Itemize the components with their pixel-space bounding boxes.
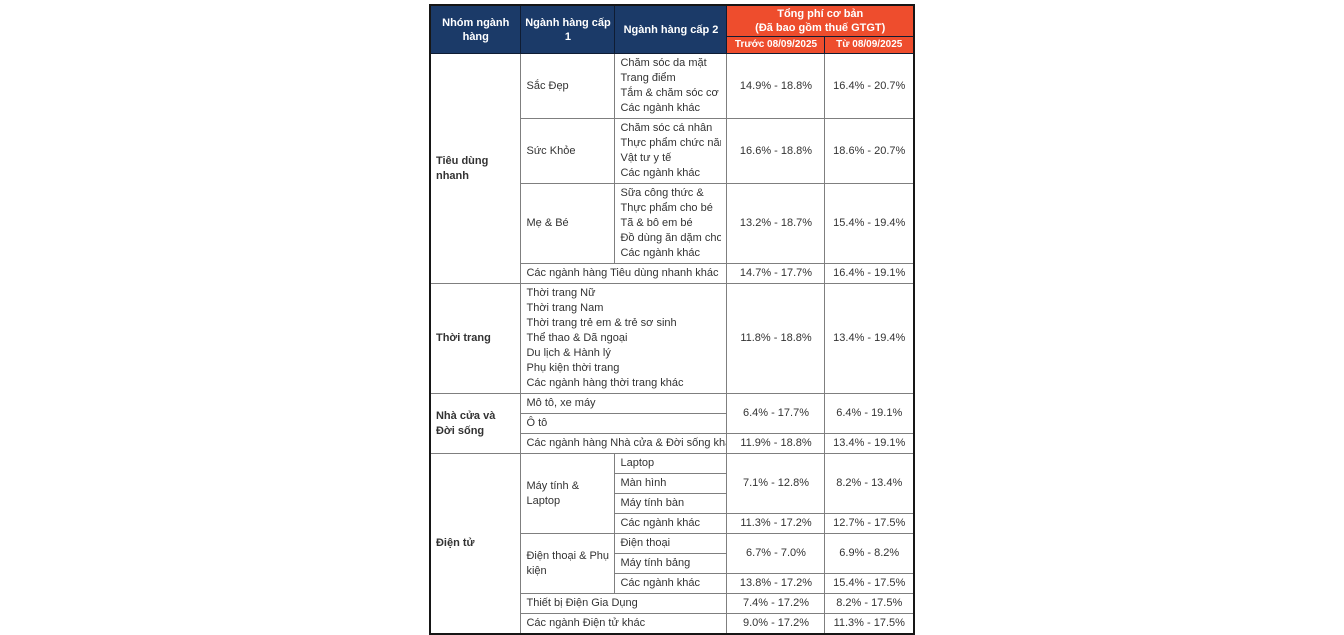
cell-fee-after-mombaby: 15.4% - 19.4% xyxy=(824,183,915,264)
cell-appliance: Thiết bị Điện Gia Dụng xyxy=(520,593,728,614)
cell-home-other: Các ngành hàng Nhà cửa & Đời sống khác xyxy=(520,433,728,454)
cell-fee-before-fmcg-other: 14.7% - 17.7% xyxy=(726,263,826,284)
cat2-line: Phụ kiện thời trang xyxy=(526,362,620,374)
row-computer-other: Các ngành khác 11.3% - 17.2% 12.7% - 17.… xyxy=(430,513,915,534)
row-tablet: Máy tính bảng xyxy=(430,553,914,574)
cell-fee-after-home-other: 13.4% - 19.1% xyxy=(824,433,915,454)
cell-fee-after-phone-other: 15.4% - 17.5% xyxy=(824,573,915,594)
header-row-dates: Trước 08/09/2025 Từ 08/09/2025 xyxy=(430,36,915,54)
row-home-other: Các ngành hàng Nhà cửa & Đời sống khác 1… xyxy=(430,433,915,454)
header-group-column: Nhóm ngành hàng xyxy=(429,4,522,54)
cell-fee-after-fmcg-other: 16.4% - 19.1% xyxy=(824,263,915,284)
header-fee-title-line2: (Đã bao gồm thuế GTGT) xyxy=(755,22,886,34)
cell-fee-before-phone-items: 6.7% - 7.0% xyxy=(726,533,826,574)
row-phone: Điện thoại & Phụ kiện Điện thoại 6.7% - … xyxy=(430,533,915,594)
cat2-line: Sữa công thức & Thực phẩm cho bé xyxy=(620,187,713,214)
cell-fee-after-vehicle: 6.4% - 19.1% xyxy=(824,393,915,434)
cat2-line: Đồ dùng ăn dặm cho bé xyxy=(620,232,722,244)
fee-table-header: Nhóm ngành hàng Ngành hàng cấp 1 Ngành h… xyxy=(429,4,915,54)
cell-fee-before-appliance: 7.4% - 17.2% xyxy=(726,593,826,614)
cell-moto: Mô tô, xe máy xyxy=(520,393,728,414)
cell-fee-before-computer-other: 11.3% - 17.2% xyxy=(726,513,826,534)
cell-fee-after-beauty: 16.4% - 20.7% xyxy=(824,53,915,119)
cell-electronics-other: Các ngành Điện tử khác xyxy=(520,613,728,635)
cat2-line: Thời trang Nữ xyxy=(526,287,596,299)
cat2-line: Các ngành khác xyxy=(620,102,700,114)
cell-cat2-fashion: Thời trang Nữ Thời trang Nam Thời trang … xyxy=(520,283,728,394)
cell-group-fashion: Thời trang xyxy=(429,283,522,394)
cell-cat1-health: Sức Khỏe xyxy=(520,118,616,184)
cell-car: Ô tô xyxy=(520,413,728,434)
cat2-line: Thực phẩm chức năng xyxy=(620,137,722,149)
header-fee-total: Tổng phí cơ bản (Đã bao gồm thuế GTGT) xyxy=(726,4,915,37)
cell-group-home: Nhà cửa và Đời sống xyxy=(429,393,522,454)
cell-phone-other: Các ngành khác xyxy=(614,573,728,594)
header-fee-after: Từ 08/09/2025 xyxy=(824,36,915,54)
cell-computer-other: Các ngành khác xyxy=(614,513,728,534)
row-mombaby: Mẹ & Bé Sữa công thức & Thực phẩm cho bé… xyxy=(430,183,915,264)
cat2-line: Thời trang trẻ em & trẻ sơ sinh xyxy=(526,317,677,329)
cat2-line: Chăm sóc da mặt xyxy=(620,57,707,69)
cat2-line: Chăm sóc cá nhân xyxy=(620,122,713,134)
row-beauty: Tiêu dùng nhanh Sắc Đẹp Chăm sóc da mặt … xyxy=(429,53,915,284)
cat2-line: Thể thao & Dã ngoại xyxy=(526,332,628,344)
cell-fmcg-other: Các ngành hàng Tiêu dùng nhanh khác xyxy=(520,263,728,284)
cat2-line: Thời trang Nam xyxy=(526,302,604,314)
cell-cat2-mombaby: Sữa công thức & Thực phẩm cho bé Tã & bô… xyxy=(614,183,728,264)
cell-fee-after-computer-other: 12.7% - 17.5% xyxy=(824,513,915,534)
cell-group-electronics: Điện tử xyxy=(429,453,522,635)
row-appliance: Thiết bị Điện Gia Dụng 7.4% - 17.2% 8.2%… xyxy=(430,593,915,614)
row-laptop: Điện tử Máy tính & Laptop Laptop 7.1% - … xyxy=(429,453,915,635)
cat2-line: Trang điểm xyxy=(620,72,676,84)
header-fee-before: Trước 08/09/2025 xyxy=(726,36,826,54)
row-fashion: Thời trang Thời trang Nữ Thời trang Nam … xyxy=(429,283,915,394)
cell-fee-after-health: 18.6% - 20.7% xyxy=(824,118,915,184)
cell-fee-before-mombaby: 13.2% - 18.7% xyxy=(726,183,826,264)
cell-cat1-phone: Điện thoại & Phụ kiện xyxy=(520,533,616,594)
cat2-line: Tã & bô em bé xyxy=(620,217,693,229)
cat2-line: Vật tư y tế xyxy=(620,152,672,164)
row-fmcg-other: Các ngành hàng Tiêu dùng nhanh khác 14.7… xyxy=(430,263,915,284)
cell-fee-before-electronics-other: 9.0% - 17.2% xyxy=(726,613,826,635)
cat2-line: Tắm & chăm sóc cơ thể xyxy=(620,87,721,99)
header-cat1-column: Ngành hàng cấp 1 xyxy=(520,4,616,54)
row-desktop: Máy tính bàn xyxy=(430,493,914,514)
cell-fee-before-computer-items: 7.1% - 12.8% xyxy=(726,453,826,514)
fee-table-body: Tiêu dùng nhanh Sắc Đẹp Chăm sóc da mặt … xyxy=(429,53,915,635)
cell-phone-item-tablet: Máy tính bảng xyxy=(614,553,728,574)
header-fee-title-line1: Tổng phí cơ bản xyxy=(777,8,864,20)
fee-table: Nhóm ngành hàng Ngành hàng cấp 1 Ngành h… xyxy=(428,4,915,635)
cell-cat1-beauty: Sắc Đẹp xyxy=(520,53,616,119)
cell-phone-item-phone: Điện thoại xyxy=(614,533,728,554)
cat2-line: Các ngành khác xyxy=(620,167,700,179)
cell-cat1-computer: Máy tính & Laptop xyxy=(520,453,616,534)
row-moto: Nhà cửa và Đời sống Mô tô, xe máy 6.4% -… xyxy=(429,393,915,454)
cell-cat1-mombaby: Mẹ & Bé xyxy=(520,183,616,264)
header-cat2-column: Ngành hàng cấp 2 xyxy=(614,4,728,54)
cell-cat2-beauty: Chăm sóc da mặt Trang điểm Tắm & chăm só… xyxy=(614,53,728,119)
cell-fee-before-beauty: 14.9% - 18.8% xyxy=(726,53,826,119)
cell-fee-before-health: 16.6% - 18.8% xyxy=(726,118,826,184)
cell-fee-after-phone-items: 6.9% - 8.2% xyxy=(824,533,915,574)
cell-computer-item-monitor: Màn hình xyxy=(614,473,728,494)
cell-group-fmcg: Tiêu dùng nhanh xyxy=(429,53,522,284)
cell-computer-item-desktop: Máy tính bàn xyxy=(614,493,728,514)
cat2-line: Các ngành hàng thời trang khác xyxy=(526,377,684,389)
cell-fee-after-fashion: 13.4% - 19.4% xyxy=(824,283,915,394)
cell-fee-after-computer-items: 8.2% - 13.4% xyxy=(824,453,915,514)
cell-fee-before-home-other: 11.9% - 18.8% xyxy=(726,433,826,454)
cat2-line: Các ngành khác xyxy=(620,247,700,259)
cell-fee-after-appliance: 8.2% - 17.5% xyxy=(824,593,915,614)
cell-cat2-health: Chăm sóc cá nhân Thực phẩm chức năng Vật… xyxy=(614,118,728,184)
cat2-line: Du lịch & Hành lý xyxy=(526,347,611,359)
cell-fee-before-phone-other: 13.8% - 17.2% xyxy=(726,573,826,594)
cell-fee-before-fashion: 11.8% - 18.8% xyxy=(726,283,826,394)
cell-fee-before-vehicle: 6.4% - 17.7% xyxy=(726,393,826,434)
cell-computer-item-laptop: Laptop xyxy=(614,453,728,474)
header-row-main: Nhóm ngành hàng Ngành hàng cấp 1 Ngành h… xyxy=(429,4,915,54)
cell-fee-after-electronics-other: 11.3% - 17.5% xyxy=(824,613,915,635)
